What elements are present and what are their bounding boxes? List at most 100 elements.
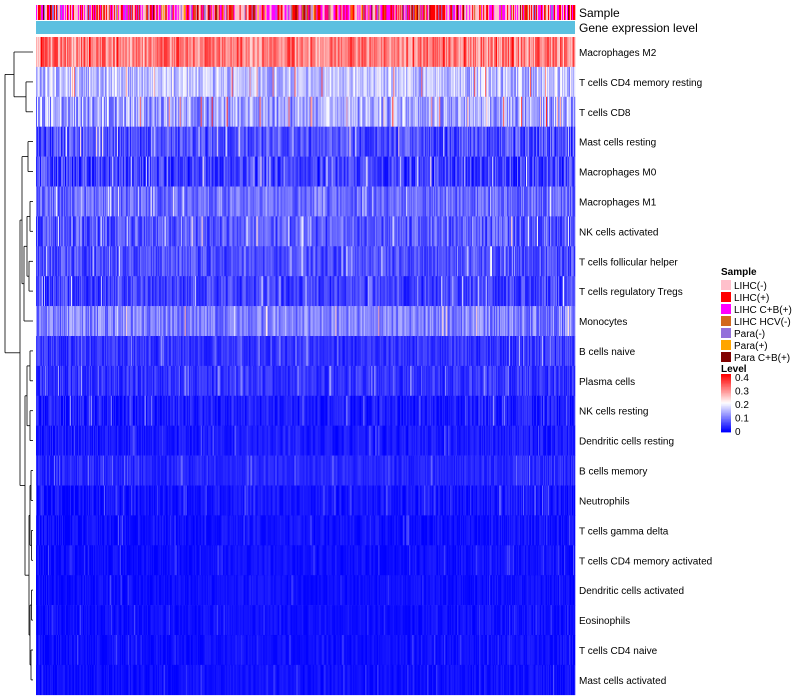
heatmap-cell — [333, 126, 335, 157]
heatmap-cell — [257, 66, 259, 98]
heatmap-cell — [502, 246, 504, 277]
heatmap-cell — [44, 156, 47, 187]
heatmap-cell — [462, 96, 464, 127]
sample-annotation-cell — [504, 5, 506, 20]
heatmap-cell — [107, 186, 110, 217]
heatmap-cell — [70, 186, 73, 217]
sample-annotation-cell — [194, 5, 197, 20]
heatmap-cell — [310, 156, 312, 187]
sample-annotation-cell — [254, 5, 256, 20]
sample-annotation-cell — [56, 5, 59, 20]
heatmap-cell — [415, 96, 417, 127]
heatmap-cell — [515, 126, 517, 157]
heatmap-cell — [487, 37, 489, 68]
sample-annotation-cell — [440, 5, 442, 20]
heatmap-cell — [500, 37, 502, 68]
heatmap-cell — [256, 156, 258, 187]
heatmap-cell — [115, 156, 118, 187]
heatmap-cell — [367, 246, 369, 277]
heatmap-cell — [377, 186, 379, 217]
heatmap-cell — [263, 66, 265, 98]
heatmap-cell — [404, 246, 406, 277]
heatmap-cell — [452, 126, 454, 157]
heatmap-cell — [323, 66, 325, 98]
sample-annotation-cell — [288, 5, 290, 20]
heatmap-cell — [424, 96, 426, 127]
heatmap-cell — [567, 66, 569, 98]
sample-annotation-cell — [180, 5, 183, 20]
heatmap-cell — [501, 126, 503, 157]
heatmap-cell — [98, 96, 101, 127]
heatmap-cell — [38, 186, 41, 217]
heatmap-cell — [94, 156, 97, 187]
heatmap-cell — [151, 186, 154, 217]
heatmap-cell — [512, 216, 514, 247]
heatmap-cell — [151, 96, 154, 127]
heatmap-cell — [40, 126, 43, 157]
heatmap-cell — [248, 246, 250, 277]
heatmap-cell — [477, 186, 479, 217]
heatmap-cell — [37, 276, 39, 307]
heatmap-cell — [267, 186, 269, 217]
heatmap-cell — [116, 216, 119, 247]
heatmap-cell — [111, 186, 114, 217]
heatmap-cell — [504, 246, 506, 277]
heatmap-cell — [405, 246, 407, 277]
sample-annotation-cell — [106, 5, 109, 20]
heatmap-cell — [42, 37, 45, 68]
heatmap-cell — [79, 126, 82, 157]
heatmap-cell — [356, 216, 358, 247]
heatmap-cell — [294, 66, 296, 98]
sample-annotation-cell — [50, 5, 53, 20]
heatmap-cell — [421, 37, 423, 68]
heatmap-cell — [354, 216, 356, 247]
heatmap-cell — [526, 96, 528, 127]
heatmap-cell — [321, 37, 323, 68]
heatmap-cell — [346, 216, 348, 247]
heatmap-cell — [159, 246, 162, 277]
heatmap-cell — [48, 156, 51, 187]
heatmap-cell — [472, 246, 474, 277]
heatmap-cell — [573, 186, 575, 217]
heatmap-cell — [304, 66, 306, 98]
heatmap-cell — [142, 126, 145, 157]
heatmap-cell — [550, 216, 552, 247]
heatmap-cell — [355, 66, 357, 98]
heatmap-cell — [451, 37, 453, 68]
sample-annotation-cell — [425, 5, 427, 20]
heatmap-cell — [420, 96, 422, 127]
heatmap-cell — [365, 66, 367, 98]
heatmap-cell — [337, 156, 339, 187]
heatmap-cell — [219, 96, 221, 127]
heatmap-cell — [42, 156, 45, 187]
heatmap-cell — [496, 96, 498, 127]
heatmap-cell — [282, 37, 284, 68]
heatmap-cell — [257, 246, 259, 277]
heatmap-cell — [501, 246, 503, 277]
heatmap-cell — [325, 156, 327, 187]
heatmap-cell — [256, 66, 258, 98]
heatmap-cell — [244, 37, 246, 68]
sample-annotation-cell — [107, 5, 110, 20]
heatmap-cell — [507, 66, 509, 98]
sample-annotation-cell — [407, 5, 409, 20]
heatmap-cell — [297, 126, 299, 157]
heatmap-cell — [167, 246, 170, 277]
heatmap-cell — [266, 66, 268, 98]
heatmap-cell — [362, 216, 364, 247]
heatmap-cell — [470, 66, 472, 98]
sample-annotation-cell — [110, 5, 113, 20]
heatmap-cell — [98, 37, 101, 68]
heatmap-cell — [195, 66, 197, 98]
heatmap-cell — [558, 37, 560, 68]
sample-annotation-cell — [555, 5, 557, 20]
heatmap-cell — [520, 66, 522, 98]
heatmap-cell — [528, 246, 530, 277]
heatmap-cell — [515, 66, 517, 98]
sample-annotation-cell — [162, 5, 165, 20]
heatmap-cell — [510, 37, 512, 68]
heatmap-cell — [524, 186, 526, 217]
heatmap-cell — [425, 246, 427, 277]
sample-annotation-cell — [340, 5, 342, 20]
heatmap-cell — [539, 216, 541, 247]
